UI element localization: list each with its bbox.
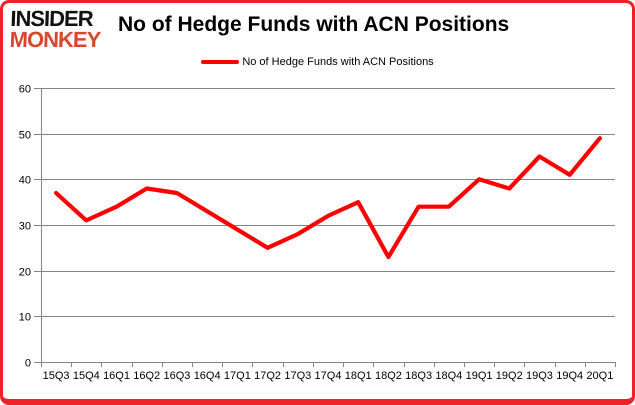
chart-title: No of Hedge Funds with ACN Positions [118, 13, 510, 36]
y-axis-label: 10 [19, 312, 31, 324]
x-axis-label: 19Q1 [466, 370, 493, 382]
x-axis-label: 17Q3 [284, 370, 311, 382]
x-axis-label: 16Q3 [163, 370, 190, 382]
x-axis-label: 18Q1 [345, 370, 372, 382]
x-axis-label: 16Q2 [133, 370, 160, 382]
x-axis-label: 17Q1 [224, 370, 251, 382]
y-axis-label: 20 [19, 267, 31, 279]
x-axis-label: 17Q4 [315, 370, 342, 382]
x-axis-label: 20Q1 [586, 370, 613, 382]
x-axis-label: 18Q3 [405, 370, 432, 382]
x-axis-label: 16Q1 [103, 370, 130, 382]
chart-legend: No of Hedge Funds with ACN Positions [0, 56, 635, 68]
x-axis-label: 15Q4 [73, 370, 100, 382]
x-axis-label: 16Q4 [194, 370, 221, 382]
legend-line-swatch [201, 60, 240, 64]
insider-monkey-logo: INSIDER MONKEY [9, 6, 101, 52]
y-axis-label: 50 [19, 130, 31, 142]
logo-text-monkey: MONKEY [9, 26, 101, 52]
y-axis-label: 40 [19, 175, 31, 187]
x-axis-label: 15Q3 [43, 370, 70, 382]
data-series-line [53, 136, 603, 260]
y-axis-label: 30 [19, 221, 31, 233]
y-axis-label: 60 [19, 84, 31, 96]
x-axis-label: 17Q2 [254, 370, 281, 382]
x-axis-label: 18Q2 [375, 370, 402, 382]
y-axis-label: 0 [25, 358, 31, 370]
x-axis-label: 19Q2 [496, 370, 523, 382]
x-axis-label: 18Q4 [435, 370, 462, 382]
legend-label: No of Hedge Funds with ACN Positions [242, 56, 434, 68]
x-axis-label: 19Q4 [556, 370, 583, 382]
x-axis-label: 19Q3 [526, 370, 553, 382]
